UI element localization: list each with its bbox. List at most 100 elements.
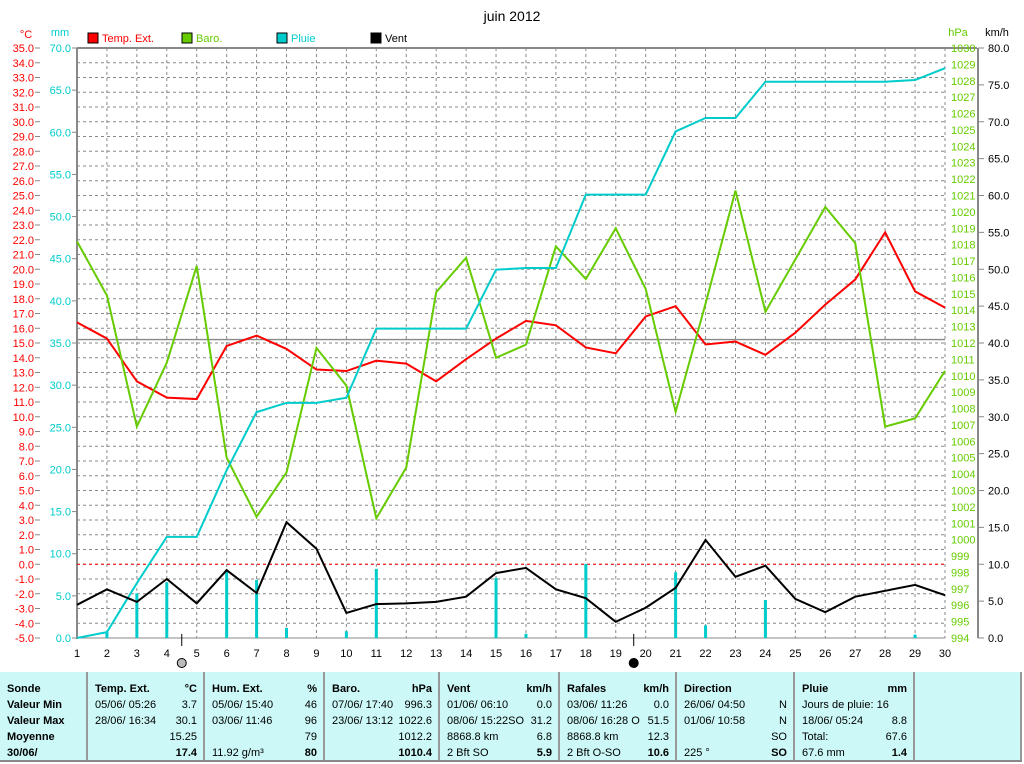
baro-tick-label: 1015: [951, 289, 975, 301]
legend-swatch: [181, 32, 193, 44]
temp-tick-label: 30.0: [13, 117, 34, 129]
baro-axis-unit: hPa: [948, 27, 968, 39]
baro-tick-label: 1017: [951, 256, 975, 268]
unit: hPa: [411, 683, 432, 695]
temp-tick-label: 1.0: [19, 545, 34, 557]
value: 0.0: [653, 699, 669, 711]
value: Total:: [802, 731, 829, 743]
temp-tick-label: 0.0: [19, 559, 34, 571]
x-tick-label: 10: [340, 648, 352, 660]
temp-tick-label: 18.0: [13, 294, 34, 306]
temp-tick-label: 23.0: [13, 220, 34, 232]
temp-tick-label: 33.0: [13, 73, 34, 85]
value: 11.92 g/m³: [212, 747, 264, 759]
temp-tick-label: -5.0: [15, 633, 34, 645]
wind-tick-label: 0.0: [988, 633, 1003, 645]
temp-tick-label: 35.0: [13, 43, 34, 55]
value: 1022.6: [398, 715, 432, 727]
wind-tick-label: 25.0: [988, 449, 1009, 461]
baro-tick-label: 1000: [951, 535, 975, 547]
temp-tick-label: 4.0: [19, 500, 34, 512]
date: 23/06/ 13:12: [332, 715, 394, 727]
header: Hum. Ext.: [212, 683, 263, 695]
baro-tick-label: 1012: [951, 338, 975, 350]
rain-bar: [225, 569, 229, 638]
temp-tick-label: 26.0: [13, 176, 34, 188]
rain-bar: [344, 631, 348, 638]
temp-tick-label: -3.0: [15, 604, 34, 616]
baro-tick-label: 996: [951, 600, 969, 612]
value: 51.5: [647, 715, 669, 727]
col-hum: Hum. Ext.% 05/06/ 15:40 46 03/06/ 11:46 96…: [205, 672, 325, 760]
x-tick-label: 23: [729, 648, 741, 660]
value: 67.6: [885, 731, 907, 743]
temp-tick-label: 6.0: [19, 471, 34, 483]
baro-tick-label: 1004: [951, 469, 975, 481]
wind-tick-label: 45.0: [988, 301, 1009, 313]
value: 46: [304, 699, 317, 711]
baro-tick-label: 1025: [951, 125, 975, 137]
col-rafales: Rafales km/h 03/06/ 11:26 0.0 08/06/ 16:28…: [560, 672, 677, 760]
value: N: [779, 715, 787, 727]
x-tick-label: 28: [879, 648, 891, 660]
rain-tick-label: 50.0: [50, 212, 71, 224]
value: 1.4: [891, 747, 907, 759]
unit: %: [307, 683, 317, 695]
rain-tick-label: 20.0: [50, 464, 71, 476]
label: Sonde: [7, 683, 41, 695]
temp-tick-label: 29.0: [13, 132, 34, 144]
label: Valeur Min: [7, 699, 63, 711]
baro-tick-label: 1001: [951, 518, 975, 530]
header: Pluie: [802, 683, 829, 695]
rain-tick-label: 25.0: [50, 422, 71, 434]
temp-tick-label: 22.0: [13, 235, 34, 247]
unit: km/h: [526, 683, 552, 695]
temp-tick-label: 24.0: [13, 205, 34, 217]
baro-tick-label: 1024: [951, 141, 975, 153]
rain-tick-label: 70.0: [50, 43, 71, 55]
chart-title: juin 2012: [483, 8, 541, 24]
value: 8868.8 km: [447, 731, 499, 743]
x-tick-label: 14: [460, 648, 472, 660]
baro-tick-label: 1014: [951, 305, 975, 317]
rain-tick-label: 5.0: [56, 591, 71, 603]
baro-tick-label: 1021: [951, 191, 975, 203]
baro-tick-label: 1009: [951, 387, 975, 399]
x-tick-label: 5: [194, 648, 200, 660]
temp-tick-label: 28.0: [13, 146, 34, 158]
header: Temp. Ext.: [95, 683, 150, 695]
legend-swatch: [87, 32, 99, 44]
header: Vent: [447, 683, 471, 695]
rain-bar: [704, 625, 708, 638]
x-tick-label: 4: [164, 648, 170, 660]
temp-tick-label: 5.0: [19, 486, 34, 498]
temp-tick-label: 34.0: [13, 58, 34, 70]
temp-tick-label: 15.0: [13, 338, 34, 350]
value: 5.9: [536, 747, 552, 759]
date: 26/06/ 04:50: [684, 699, 746, 711]
baro-tick-label: 1030: [951, 43, 975, 55]
new-moon-icon: [176, 658, 187, 668]
x-tick-label: 16: [520, 648, 532, 660]
x-tick-label: 12: [400, 648, 412, 660]
x-tick-label: 3: [134, 648, 140, 660]
x-tick-label: 22: [699, 648, 711, 660]
date: 01/06/ 06:10: [447, 699, 509, 711]
date: 01/06/ 10:58: [684, 715, 746, 727]
temp-tick-label: -1.0: [15, 574, 34, 586]
value: 80: [304, 747, 317, 759]
x-tick-label: 15: [490, 648, 502, 660]
wind-tick-label: 10.0: [988, 559, 1009, 571]
value: 0.0: [536, 699, 552, 711]
value: SO: [771, 731, 787, 743]
col-sonde: Sonde Valeur Min Valeur Max Moyenne 30/0…: [0, 672, 88, 760]
x-tick-label: 7: [254, 648, 260, 660]
unit: °C: [184, 683, 197, 695]
wind-tick-label: 70.0: [988, 117, 1009, 129]
rain-bar: [674, 572, 678, 638]
rain-bar: [105, 632, 109, 638]
baro-tick-label: 1027: [951, 92, 975, 104]
value: 67.6 mm: [802, 747, 845, 759]
wind-tick-label: 35.0: [988, 375, 1009, 387]
value: 30.1: [175, 715, 197, 727]
